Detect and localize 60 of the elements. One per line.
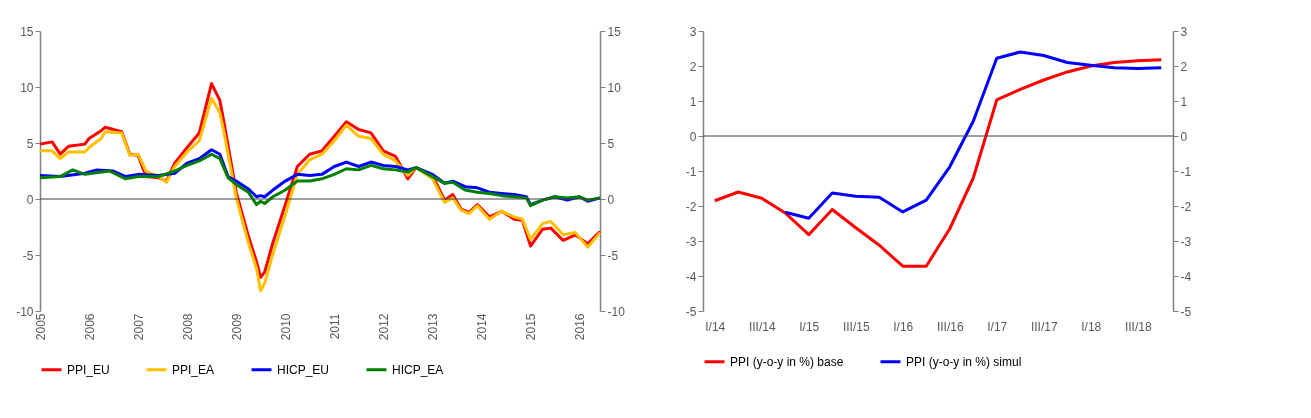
y-tick-label: 5	[26, 136, 34, 151]
legend-label: PPI (y-o-y in %) simul	[906, 354, 1022, 369]
y-tick-label: 0	[26, 192, 34, 207]
y2-tick-label: -3	[1180, 234, 1192, 249]
y2-tick-label: 3	[1180, 24, 1188, 39]
y2-tick-label: 1	[1180, 94, 1188, 109]
y-tick-label: -5	[685, 304, 697, 319]
x-tick-label: 2015	[524, 313, 539, 341]
legend-label: HICP_EA	[392, 362, 444, 377]
y-tick-label: 10	[20, 80, 34, 95]
y-tick-label: -2	[685, 199, 697, 214]
x-tick-label: 2009	[229, 313, 244, 341]
y2-tick-label: 15	[607, 24, 622, 39]
y2-tick-label: 10	[607, 80, 622, 95]
y2-tick-label: -2	[1180, 199, 1192, 214]
y-tick-label: -4	[685, 269, 697, 284]
x-tick-label: III/17	[1030, 319, 1058, 334]
y2-tick-label: -5	[607, 248, 619, 263]
x-tick-label: I/16	[893, 319, 914, 334]
legend-label: PPI_EU	[67, 362, 110, 377]
x-tick-label: III/18	[1124, 319, 1152, 334]
y2-tick-label: -4	[1180, 269, 1192, 284]
x-tick-label: 2006	[82, 313, 97, 341]
y2-tick-label: 0	[1180, 129, 1188, 144]
x-tick-label: 2016	[573, 313, 588, 341]
legend-label: PPI (y-o-y in %) base	[730, 354, 844, 369]
line-series	[783, 50, 1163, 220]
y2-tick-label: -1	[1180, 164, 1192, 179]
y2-tick-label: -10	[607, 304, 626, 319]
x-tick-label: I/17	[987, 319, 1008, 334]
y-tick-label: -5	[22, 248, 34, 263]
y-tick-label: 3	[689, 24, 697, 39]
x-tick-label: 2012	[376, 313, 391, 341]
y-tick-label: 15	[20, 24, 34, 39]
y-tick-label: 1	[689, 94, 697, 109]
x-tick-label: I/14	[705, 319, 726, 334]
x-tick-label: 2010	[278, 313, 293, 341]
x-tick-label: 2005	[33, 313, 48, 341]
y2-tick-label: 5	[607, 136, 615, 151]
y2-tick-label: 2	[1180, 59, 1188, 74]
x-tick-label: 2008	[180, 313, 195, 341]
y-tick-label: 2	[689, 59, 697, 74]
x-tick-label: III/14	[748, 319, 776, 334]
y2-tick-label: -5	[1180, 304, 1192, 319]
legend-label: HICP_EU	[277, 362, 330, 377]
y2-tick-label: 0	[607, 192, 615, 207]
x-tick-label: 2011	[327, 313, 342, 340]
y-tick-label: -1	[685, 164, 697, 179]
y-tick-label: 0	[689, 129, 697, 144]
legend-label: PPI_EA	[172, 362, 215, 377]
x-tick-label: I/15	[799, 319, 820, 334]
x-tick-label: I/18	[1081, 319, 1102, 334]
x-tick-label: III/15	[842, 319, 870, 334]
x-tick-label: 2007	[131, 313, 146, 341]
y-tick-label: -3	[685, 234, 697, 249]
x-tick-label: 2014	[475, 313, 490, 341]
x-tick-label: 2013	[426, 313, 440, 341]
y-tick-label: -10	[16, 304, 34, 319]
line-series	[713, 58, 1163, 268]
x-tick-label: III/16	[936, 319, 964, 334]
